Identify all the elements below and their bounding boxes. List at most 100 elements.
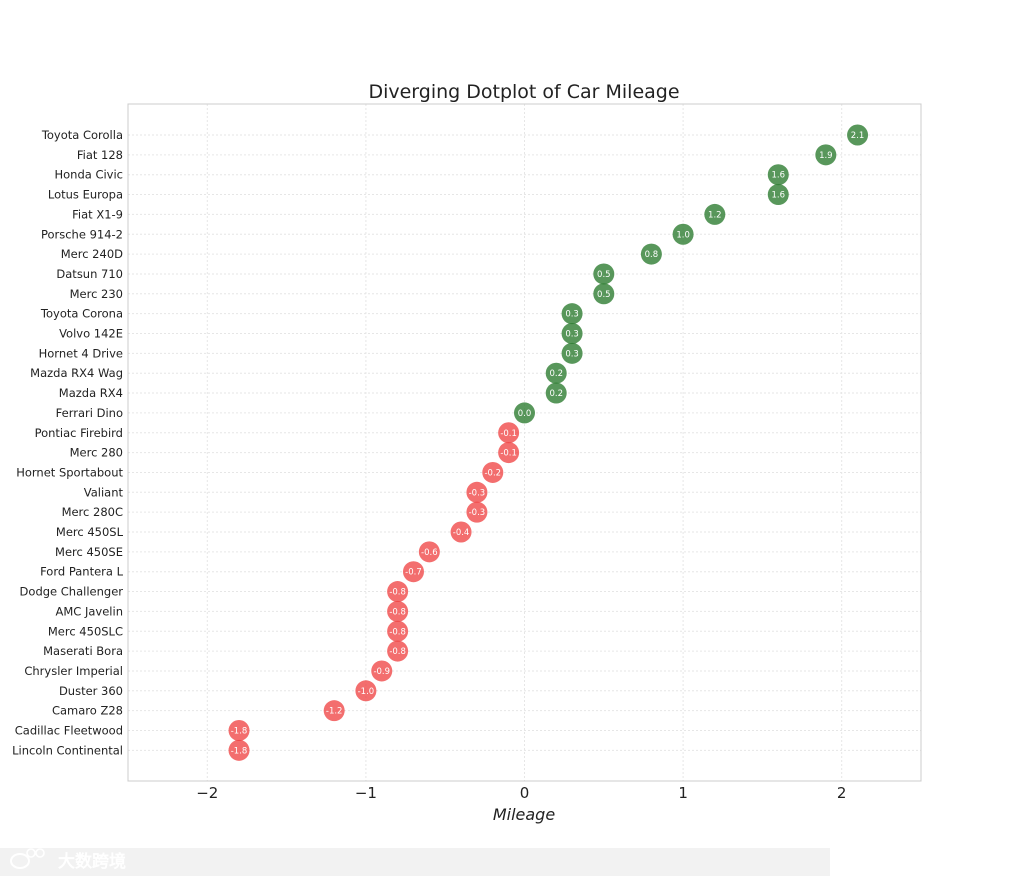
data-label: -0.3 bbox=[469, 488, 486, 498]
data-label: 0.2 bbox=[549, 369, 563, 379]
data-point bbox=[466, 501, 488, 523]
data-label: 0.3 bbox=[565, 349, 579, 359]
data-point bbox=[672, 223, 694, 245]
data-label: 0.0 bbox=[518, 409, 532, 419]
data-point bbox=[323, 700, 345, 722]
data-point bbox=[640, 243, 662, 265]
y-tick-label: Hornet Sportabout bbox=[16, 465, 123, 479]
y-tick-label: Pontiac Firebird bbox=[35, 426, 123, 440]
data-label: 1.6 bbox=[771, 191, 785, 201]
data-label: -0.2 bbox=[484, 468, 501, 478]
x-tick-label: 2 bbox=[837, 784, 847, 802]
plot-frame bbox=[127, 103, 922, 782]
y-tick-label: Mazda RX4 bbox=[59, 386, 123, 400]
data-point bbox=[545, 362, 567, 384]
data-point bbox=[387, 640, 409, 662]
y-tick-label: Merc 280C bbox=[62, 505, 123, 519]
data-point bbox=[545, 382, 567, 404]
x-tick-label: 0 bbox=[520, 784, 530, 802]
data-point bbox=[498, 442, 520, 464]
data-label: 2.1 bbox=[851, 131, 865, 141]
data-point bbox=[482, 461, 504, 483]
y-tick-label: Honda Civic bbox=[54, 168, 123, 182]
data-point bbox=[514, 402, 535, 424]
y-tick-label: Chrysler Imperial bbox=[24, 664, 123, 678]
y-tick-label: Merc 280 bbox=[70, 446, 123, 460]
data-point bbox=[387, 620, 409, 642]
data-label: -0.7 bbox=[405, 568, 422, 578]
data-point bbox=[228, 739, 250, 761]
y-tick-label: Toyota Corona bbox=[40, 307, 123, 321]
data-point bbox=[561, 342, 583, 364]
y-tick-label: Merc 450SL bbox=[56, 525, 124, 539]
y-tick-label: Ford Pantera L bbox=[40, 565, 123, 579]
x-tick-label: 1 bbox=[678, 784, 688, 802]
watermark-text: 大数跨境 bbox=[58, 851, 126, 872]
data-label: 0.5 bbox=[597, 290, 611, 300]
y-tick-label: Maserati Bora bbox=[43, 644, 123, 658]
data-point bbox=[355, 680, 377, 702]
y-tick-label: Lotus Europa bbox=[48, 188, 123, 202]
data-point bbox=[418, 541, 440, 563]
data-points: 2.11.91.61.61.21.00.80.50.50.30.30.30.20… bbox=[228, 124, 869, 761]
data-point bbox=[371, 660, 393, 682]
y-tick-label: Merc 450SLC bbox=[48, 624, 123, 638]
data-label: -1.0 bbox=[358, 687, 375, 697]
y-tick-label: AMC Javelin bbox=[56, 604, 123, 618]
data-point bbox=[847, 124, 869, 146]
data-label: 0.8 bbox=[645, 250, 659, 260]
data-label: 0.3 bbox=[565, 310, 579, 320]
y-tick-label: Mazda RX4 Wag bbox=[30, 366, 123, 380]
data-label: -0.3 bbox=[469, 508, 486, 518]
data-label: -1.2 bbox=[326, 707, 343, 717]
data-label: 0.3 bbox=[565, 330, 579, 340]
y-tick-label: Merc 240D bbox=[61, 247, 123, 261]
data-label: -0.1 bbox=[500, 449, 517, 459]
y-tick-label: Toyota Corolla bbox=[41, 128, 123, 142]
data-label: 0.5 bbox=[597, 270, 611, 280]
grid bbox=[128, 104, 921, 781]
chart-title: Diverging Dotplot of Car Mileage bbox=[368, 81, 679, 103]
y-tick-label: Duster 360 bbox=[59, 684, 123, 698]
y-tick-label: Merc 450SE bbox=[55, 545, 123, 559]
y-tick-label: Merc 230 bbox=[70, 287, 123, 301]
data-point bbox=[815, 144, 837, 166]
data-point bbox=[498, 422, 520, 444]
x-tick-label: −2 bbox=[196, 784, 218, 802]
x-tick-label: −1 bbox=[355, 784, 377, 802]
data-point bbox=[704, 203, 726, 225]
data-label: -0.4 bbox=[453, 528, 470, 538]
data-label: 1.2 bbox=[708, 210, 722, 220]
y-tick-label: Volvo 142E bbox=[59, 327, 123, 341]
y-tick-label: Camaro Z28 bbox=[52, 704, 123, 718]
data-point bbox=[466, 481, 488, 503]
data-label: -0.6 bbox=[421, 548, 438, 558]
y-tick-labels: Toyota Corolla Fiat 128 Honda Civic Lotus E… bbox=[12, 128, 123, 757]
data-label: -0.9 bbox=[373, 667, 390, 677]
data-point bbox=[387, 600, 409, 622]
y-tick-label: Lincoln Continental bbox=[12, 743, 123, 757]
data-label: -0.8 bbox=[389, 647, 406, 657]
data-label: -0.8 bbox=[389, 588, 406, 598]
data-point bbox=[228, 720, 250, 741]
y-tick-label: Valiant bbox=[84, 485, 124, 499]
data-label: 0.2 bbox=[549, 389, 563, 399]
x-axis-label: Mileage bbox=[493, 805, 556, 824]
data-point bbox=[593, 263, 615, 285]
x-tick-labels: −2 −1 0 1 2 bbox=[196, 784, 846, 802]
y-tick-label: Dodge Challenger bbox=[20, 585, 124, 599]
watermark-bar bbox=[0, 848, 830, 876]
data-point bbox=[767, 164, 789, 186]
data-label: 1.6 bbox=[771, 171, 785, 181]
data-label: -0.8 bbox=[389, 627, 406, 637]
data-label: 1.9 bbox=[819, 151, 833, 161]
y-tick-label: Ferrari Dino bbox=[56, 406, 123, 420]
data-point bbox=[593, 283, 615, 305]
data-point bbox=[561, 303, 583, 325]
y-tick-label: Porsche 914-2 bbox=[41, 227, 123, 241]
data-label: 1.0 bbox=[676, 230, 690, 240]
data-label: -1.8 bbox=[231, 746, 248, 756]
data-point bbox=[402, 561, 424, 583]
weibo-logo-icon bbox=[10, 848, 45, 869]
